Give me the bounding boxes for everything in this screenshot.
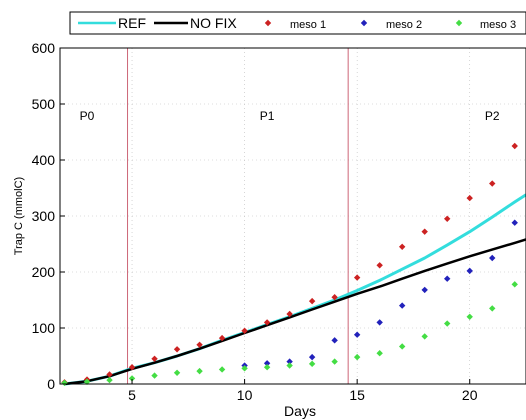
series-meso-2-point <box>511 219 518 226</box>
series-meso-2-point <box>331 337 338 344</box>
series-meso-1-point <box>173 346 181 353</box>
x-tick-label: 20 <box>462 387 478 403</box>
series-meso-1-point <box>286 310 293 318</box>
series-meso-3-point <box>106 376 113 384</box>
series-meso-2-point <box>308 353 316 361</box>
series-meso-1-point <box>353 274 361 281</box>
series-meso-1-point <box>151 355 158 362</box>
series-meso-2-point <box>263 360 271 367</box>
series-meso-3-point <box>398 343 406 350</box>
y-tick-label: 600 <box>32 40 56 56</box>
grid <box>60 47 526 385</box>
series-meso-2-point <box>444 275 451 282</box>
series-meso-1-point <box>421 228 428 235</box>
series-meso-1-point <box>241 327 248 334</box>
series-meso-1-point <box>511 142 518 150</box>
series-meso-2-point <box>286 358 293 365</box>
y-tick-label: 500 <box>32 96 56 112</box>
phase-markers: P0 P1 P2 <box>80 48 500 384</box>
y-tick-label: 0 <box>47 376 55 392</box>
series-meso-1-point <box>444 215 451 222</box>
series-meso-3-point <box>128 375 136 382</box>
legend-swatch-meso-1 <box>264 19 272 27</box>
legend-label-meso-2: meso 2 <box>386 19 422 31</box>
series-meso-1-point <box>331 294 338 301</box>
series-meso-3-point <box>353 353 361 361</box>
series-meso-2-point <box>421 286 428 294</box>
phase-label: P2 <box>485 109 500 123</box>
series-meso-1-point <box>466 194 473 202</box>
legend-label-ref: REF <box>118 15 146 31</box>
legend-label-meso-3: meso 3 <box>480 19 516 31</box>
series-meso-3-point <box>241 365 248 372</box>
y-tick-label: 300 <box>32 208 56 224</box>
series-layer <box>61 142 526 387</box>
series-meso-3-point <box>444 320 451 327</box>
x-tick-label: 15 <box>349 387 365 403</box>
y-tick-label: 400 <box>32 152 56 168</box>
phase-label: P0 <box>80 109 95 123</box>
series-no-fix-line <box>64 238 526 386</box>
series-meso-3-point <box>421 333 428 340</box>
series-meso-3-point <box>376 350 383 357</box>
legend-swatch-meso-2 <box>360 19 368 27</box>
series-meso-3-point <box>196 367 203 375</box>
series-meso-3-point <box>286 362 293 369</box>
series-meso-1-point <box>218 334 226 342</box>
axes: 0 100 200 300 400 500 600 5 10 15 20 <box>32 40 478 403</box>
series-meso-1-point <box>398 243 406 250</box>
series-meso-2-point <box>376 319 383 326</box>
legend-label-no-fix: NO FIX <box>190 15 237 31</box>
phase-label: P1 <box>260 109 275 123</box>
y-tick-label: 200 <box>32 264 56 280</box>
legend: REF NO FIX meso 1 meso 2 meso 3 <box>69 11 526 35</box>
y-tick-label: 100 <box>32 320 56 336</box>
series-meso-1-point <box>376 262 383 269</box>
series-meso-2-point <box>466 267 473 275</box>
x-tick-label: 10 <box>237 387 253 403</box>
series-meso-2-point <box>353 331 361 338</box>
y-axis-label: Trap C (mmolC) <box>13 177 25 255</box>
x-axis-label: Days <box>284 403 316 419</box>
series-meso-1-point <box>196 341 203 348</box>
legend-box <box>69 11 526 35</box>
series-meso-3-point <box>263 364 271 371</box>
series-meso-3-point <box>489 305 496 312</box>
series-meso-3-point <box>308 360 316 368</box>
series-meso-3-point <box>151 372 158 379</box>
series-meso-3-point <box>511 281 518 288</box>
series-meso-2-point <box>489 254 496 262</box>
series-meso-1-point <box>263 319 271 326</box>
legend-label-meso-1: meso 1 <box>290 19 326 31</box>
series-meso-3-point <box>218 366 226 373</box>
series-meso-3-point <box>331 358 338 365</box>
series-ref-line <box>64 193 526 386</box>
series-meso-3-point <box>173 369 181 376</box>
series-meso-1-point <box>128 364 136 371</box>
x-tick-label: 5 <box>128 387 136 403</box>
legend-swatch-meso-3 <box>455 19 463 27</box>
series-meso-1-point <box>489 180 496 187</box>
series-meso-3-point <box>83 378 91 385</box>
series-meso-1-point <box>106 371 113 378</box>
series-meso-2-point <box>398 302 406 309</box>
series-meso-3-point <box>466 313 473 320</box>
series-meso-1-point <box>308 297 316 305</box>
